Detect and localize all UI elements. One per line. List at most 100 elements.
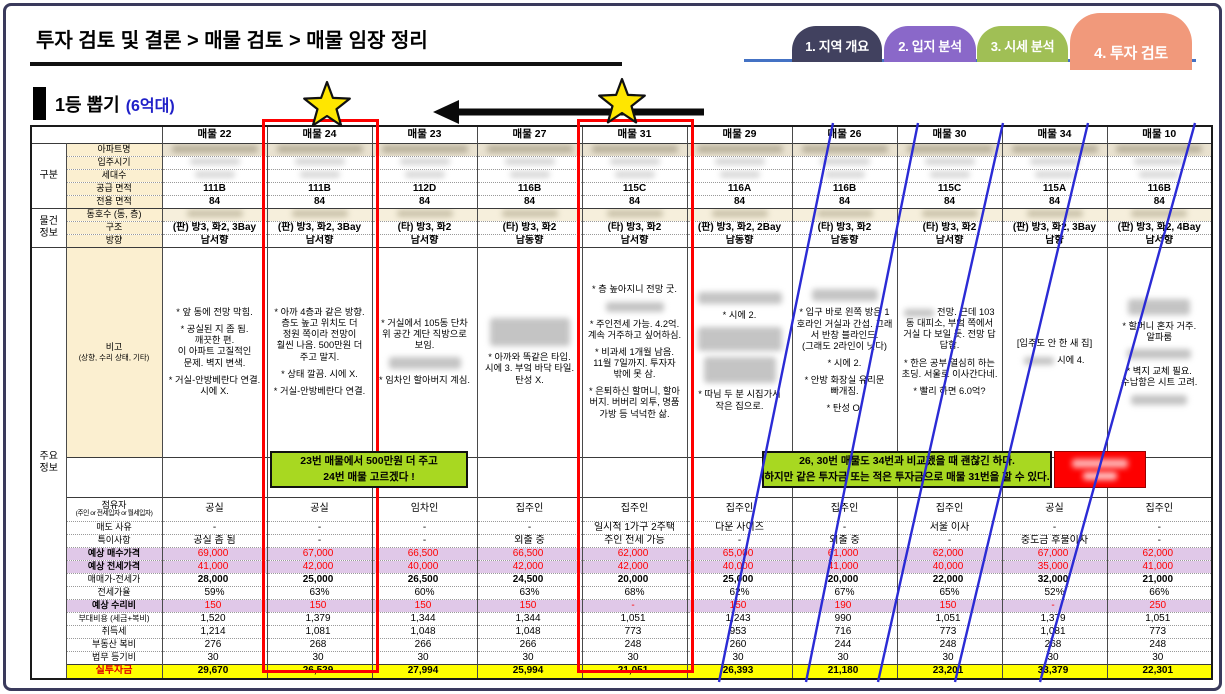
table-cell bbox=[372, 142, 478, 157]
row-label: 매매가-전세가 bbox=[66, 573, 163, 587]
table-cell bbox=[1002, 169, 1108, 183]
table-cell: 25,000 bbox=[687, 573, 793, 587]
table-cell: 42,000 bbox=[582, 560, 688, 574]
table-cell bbox=[162, 207, 268, 222]
table-cell: 67,000 bbox=[267, 547, 373, 561]
table-cell: 23,201 bbox=[897, 663, 1003, 680]
table-cell: 62% bbox=[687, 586, 793, 600]
table-cell: 63% bbox=[477, 586, 583, 600]
table-cell: (타) 방3, 화2 bbox=[897, 221, 1003, 235]
section-title: 1등 뽑기 bbox=[55, 94, 120, 115]
table-cell: 248 bbox=[897, 638, 1003, 652]
table-cell: 30 bbox=[477, 651, 583, 665]
table-cell: - bbox=[1107, 534, 1213, 548]
table-cell: 40,000 bbox=[687, 560, 793, 574]
table-cell: 250 bbox=[1107, 599, 1213, 613]
row-label: 전용 면적 bbox=[66, 195, 163, 209]
table-cell: 30 bbox=[1107, 651, 1213, 665]
blur-redacted bbox=[606, 210, 663, 218]
tab-region-overview[interactable]: 1. 지역 개요 bbox=[792, 26, 882, 62]
table-cell bbox=[1107, 169, 1213, 183]
blur-redacted bbox=[1131, 210, 1188, 218]
table-cell: 115C bbox=[582, 182, 688, 196]
table-cell: 112D bbox=[372, 182, 478, 196]
table-cell: (타) 방3, 화2 bbox=[582, 221, 688, 235]
table-cell: 20,000 bbox=[792, 573, 898, 587]
table-cell: - bbox=[267, 521, 373, 535]
table-cell: 115A bbox=[1002, 182, 1108, 196]
blur-redacted bbox=[801, 144, 888, 153]
blur-redacted bbox=[189, 158, 240, 166]
table-cell: 1,081 bbox=[267, 625, 373, 639]
row-label: 동호수 (동, 층) bbox=[66, 207, 163, 222]
table-cell bbox=[687, 207, 793, 222]
table-cell bbox=[792, 142, 898, 157]
table-cell: 84 bbox=[582, 195, 688, 209]
blur-redacted bbox=[1034, 171, 1075, 179]
table-cell: 1,243 bbox=[687, 612, 793, 626]
table-cell: 41,000 bbox=[162, 560, 268, 574]
table-cell bbox=[1002, 142, 1108, 157]
blur-redacted bbox=[696, 144, 783, 153]
table-cell: 공실 좀 됨 bbox=[162, 534, 268, 548]
table-cell: 84 bbox=[477, 195, 583, 209]
blur-redacted bbox=[486, 144, 573, 153]
tab-investment-review[interactable]: 4. 투자 검토 bbox=[1070, 13, 1192, 70]
table-cell: (판) 방3, 화2, 3Bay bbox=[1002, 221, 1108, 235]
blur-redacted bbox=[501, 210, 558, 218]
table-cell: 268 bbox=[1002, 638, 1108, 652]
table-cell: 150 bbox=[267, 599, 373, 613]
table-cell: 150 bbox=[687, 599, 793, 613]
table-cell bbox=[477, 169, 583, 183]
table-cell: 111B bbox=[267, 182, 373, 196]
table-cell: 266 bbox=[372, 638, 478, 652]
table-cell: 남서향 bbox=[1107, 234, 1213, 248]
table-cell: 33,379 bbox=[1002, 663, 1108, 680]
table-cell: 30 bbox=[582, 651, 688, 665]
table-cell: 30 bbox=[267, 651, 373, 665]
blur-redacted bbox=[294, 158, 345, 166]
table-cell: 집주인 bbox=[792, 496, 898, 522]
table-cell: 66,500 bbox=[372, 547, 478, 561]
row-label: 예상 전세가격 bbox=[66, 560, 163, 574]
table-cell: 84 bbox=[372, 195, 478, 209]
table-cell: 62,000 bbox=[897, 547, 1003, 561]
row-label: 입주시기 bbox=[66, 156, 163, 170]
column-header: 매물 34 bbox=[1002, 125, 1108, 144]
table-cell: 21,051 bbox=[582, 663, 688, 680]
blur-redacted bbox=[1024, 356, 1055, 365]
section-label: 물건 정보 bbox=[31, 207, 67, 248]
table-cell: 66,500 bbox=[477, 547, 583, 561]
table-cell bbox=[372, 207, 478, 222]
blur-redacted bbox=[388, 357, 461, 370]
blur-redacted bbox=[697, 327, 782, 352]
section-label: 구분 bbox=[31, 142, 67, 209]
table-cell bbox=[372, 156, 478, 170]
table-cell: 1,379 bbox=[1002, 612, 1108, 626]
table-cell: 집주인 bbox=[477, 496, 583, 522]
table-cell: [입주도 안 한 새 집] 시에 4. bbox=[1002, 246, 1108, 458]
blur-redacted bbox=[1128, 298, 1191, 315]
table-cell bbox=[267, 169, 373, 183]
blur-redacted bbox=[605, 301, 664, 312]
table-cell: 84 bbox=[897, 195, 1003, 209]
table-cell: 190 bbox=[792, 599, 898, 613]
table-cell bbox=[477, 156, 583, 170]
table-cell: 773 bbox=[582, 625, 688, 639]
table-cell: * 층 높아지니 전망 굿. * 주인전세 가능. 4.2억. 계속 거주하고 싶… bbox=[582, 246, 688, 458]
table-cell: 집주인 bbox=[687, 496, 793, 522]
blur-redacted bbox=[381, 144, 468, 153]
table-cell: 1,344 bbox=[372, 612, 478, 626]
table-cell: 30 bbox=[1002, 651, 1108, 665]
table-cell: 716 bbox=[792, 625, 898, 639]
table-cell bbox=[792, 156, 898, 170]
tab-market-analysis[interactable]: 3. 시세 분석 bbox=[977, 26, 1068, 62]
table-cell: - bbox=[792, 521, 898, 535]
row-label: 방향 bbox=[66, 234, 163, 248]
table-cell: 990 bbox=[792, 612, 898, 626]
table-cell: 26,500 bbox=[372, 573, 478, 587]
table-cell bbox=[582, 207, 688, 222]
table-cell: 116B bbox=[792, 182, 898, 196]
table-cell: 40,000 bbox=[897, 560, 1003, 574]
tab-location-analysis[interactable]: 2. 입지 분석 bbox=[884, 26, 976, 62]
